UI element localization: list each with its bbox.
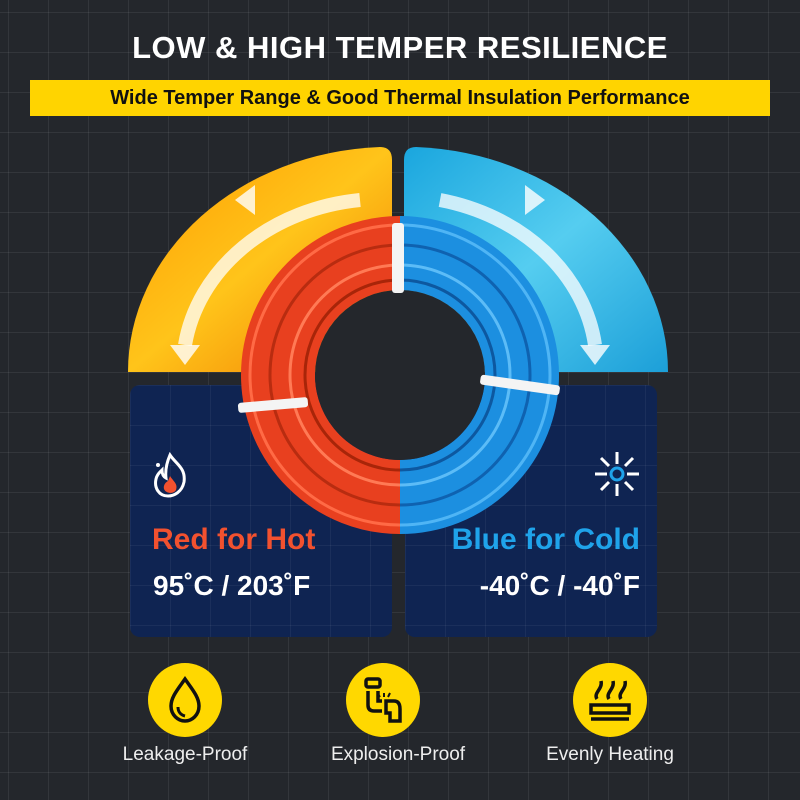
heating-icon (589, 680, 631, 721)
red-hose (241, 216, 400, 534)
flame-icon (154, 452, 186, 498)
feature-explosion (346, 663, 420, 737)
hose-tie (392, 223, 404, 293)
feature-label-explosion: Explosion-Proof (330, 744, 466, 765)
blue-hose (400, 216, 559, 534)
feature-leakage (148, 663, 222, 737)
feature-label-heating: Evenly Heating (546, 744, 674, 765)
subtitle-banner: Wide Temper Range & Good Thermal Insulat… (30, 80, 770, 116)
arrow-cold (438, 193, 602, 347)
feature-label-leakage: Leakage-Proof (122, 744, 248, 765)
pipe-burst-icon (364, 677, 402, 723)
cold-label: Blue for Cold (451, 523, 640, 556)
hose-tie (480, 374, 560, 396)
water-drop-icon (169, 675, 201, 723)
cold-temperature: -40˚C / -40˚F (479, 570, 640, 601)
hot-label: Red for Hot (152, 523, 316, 556)
feature-heating (573, 663, 647, 737)
arrow-hot (178, 193, 361, 347)
page-title: LOW & HIGH TEMPER RESILIENCE (132, 30, 668, 65)
hot-temperature: 95˚C / 203˚F (153, 570, 311, 601)
snowflake-icon (595, 452, 639, 496)
hose-tie (237, 397, 309, 413)
